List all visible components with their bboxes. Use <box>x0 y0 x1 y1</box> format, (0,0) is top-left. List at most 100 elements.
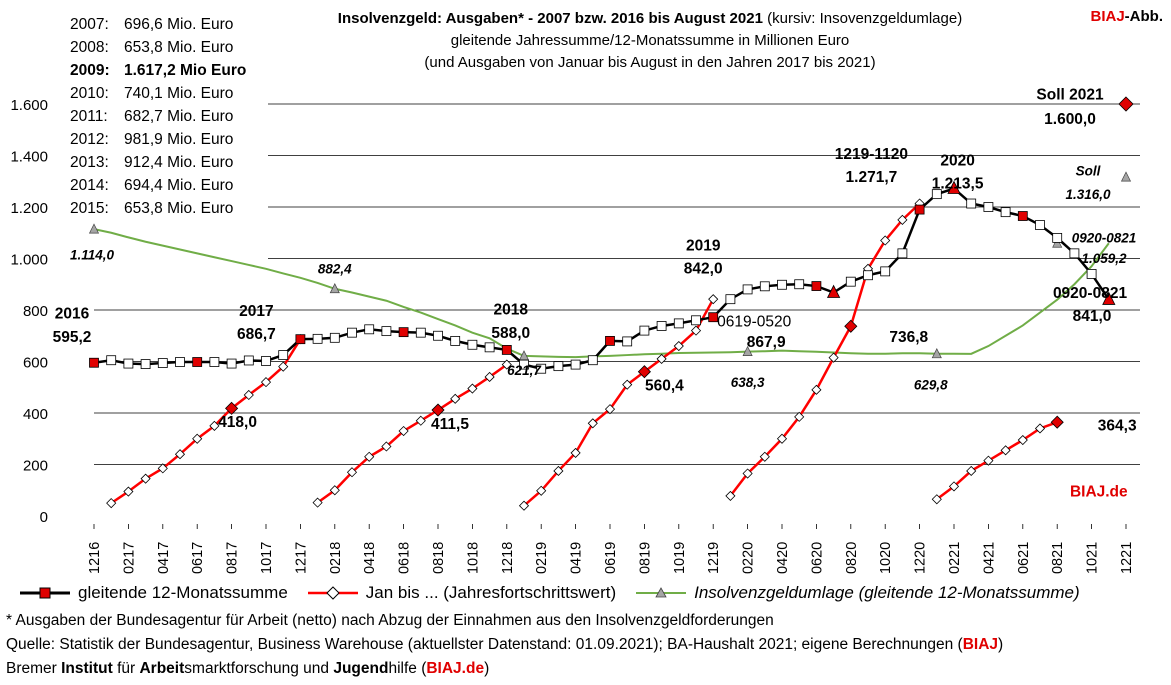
jahresfortschritt-point <box>260 377 272 388</box>
x-tick-label: 0419 <box>569 542 585 574</box>
data-label: 1.059,2 <box>1081 251 1127 266</box>
monatssumme-point <box>553 361 564 372</box>
jahresfortschritt-point <box>346 467 358 478</box>
data-label: 867,9 <box>747 334 786 351</box>
monatssumme-point <box>501 345 512 355</box>
monatssumme-point <box>897 248 908 259</box>
umlage-point <box>931 348 942 359</box>
institute-line: Bremer Institut für Arbeitsmarktforschun… <box>6 658 489 680</box>
jahresfortschritt-point <box>983 455 994 466</box>
y-tick-label: 1.600 <box>10 97 48 114</box>
x-tick-label: 0821 <box>1050 542 1066 574</box>
y-tick-label: 600 <box>23 355 48 372</box>
data-label: Soll <box>1076 164 1101 179</box>
monatssumme-point <box>639 325 650 336</box>
data-label: 842,0 <box>684 261 723 278</box>
monatssumme-point <box>157 358 168 368</box>
jahresfortschritt-point <box>828 352 839 363</box>
x-tick-label: 1219 <box>706 542 722 574</box>
jahresfortschritt-point <box>1050 415 1064 429</box>
x-tick-label: 1218 <box>500 542 516 574</box>
x-tick-label: 1018 <box>465 542 481 574</box>
jahresfortschritt-point <box>431 403 445 417</box>
x-tick-label: 1020 <box>878 542 894 574</box>
history-year: 2011: <box>70 108 108 125</box>
history-row: 2015: 653,8 Mio. Euro <box>70 197 233 220</box>
legend-swatch-black <box>20 587 70 599</box>
jahresfortschritt-point <box>225 401 239 415</box>
jahresfortschritt-point <box>140 473 151 484</box>
jahresfortschritt-point <box>897 214 908 225</box>
history-row: 2013: 912,4 Mio. Euro <box>70 151 233 174</box>
brand-label: BIAJ-Abb. <box>1090 8 1163 25</box>
monatssumme-point <box>415 327 426 338</box>
institute-part: Institut <box>61 660 113 677</box>
legend-swatch-red <box>307 586 358 600</box>
x-tick-label: 0221 <box>947 542 963 574</box>
chart-area: 0 200 400 600 800 1.000 1.200 1.400 1.600 1216 021… <box>10 87 1140 574</box>
jahresfortschritt-point <box>656 353 667 364</box>
monatssumme-point <box>519 359 529 370</box>
jahresfortschritt-point <box>209 420 220 431</box>
monatssumme-point <box>106 355 117 366</box>
jahresfortschritt-point <box>776 433 788 444</box>
jahresfortschritt-point <box>570 447 581 458</box>
jahresfortschritt-point <box>725 490 736 501</box>
history-value: 653,8 Mio. Euro <box>124 200 234 217</box>
monatssumme-point <box>863 270 873 281</box>
jahresfortschritt-point <box>931 494 942 505</box>
monatssumme-point <box>261 356 271 366</box>
chart-title: Insolvenzgeld: Ausgaben* - 2007 bzw. 201… <box>290 8 1010 74</box>
jahresfortschritt-point <box>794 411 805 422</box>
institute-part: für <box>112 660 140 677</box>
institute-name: Bremer Institut für Arbeitsmarktforschun… <box>6 660 426 677</box>
data-label: 629,8 <box>914 377 948 392</box>
jahresfortschritt-point <box>604 404 616 415</box>
jahresfortschritt-point <box>415 415 426 426</box>
x-tick-label: 0418 <box>362 542 378 574</box>
monatssumme-point <box>587 355 598 366</box>
jahresfortschritt-point <box>759 451 770 462</box>
x-tick-label: 0220 <box>741 542 757 574</box>
monatssumme-point <box>123 358 134 369</box>
monatssumme-point <box>226 358 237 369</box>
monatssumme-point <box>312 333 323 344</box>
jahresfortschritt-point <box>312 497 323 508</box>
jahresfortschritt-point <box>364 451 375 462</box>
data-label: 588,0 <box>491 325 530 342</box>
monatssumme-point <box>794 279 805 290</box>
history-value: 682,7 Mio. Euro <box>124 108 234 125</box>
legend-label-1: gleitende 12-Monatssumme <box>78 583 288 602</box>
data-label: 2020 <box>940 152 974 169</box>
data-label: 1.114,0 <box>70 247 115 262</box>
jahresfortschritt-point <box>106 498 117 509</box>
monatssumme-point <box>209 357 220 367</box>
monatssumme-point <box>243 355 254 366</box>
umlage-point <box>88 223 100 234</box>
history-value: 653,8 Mio. Euro <box>124 39 234 56</box>
history-year: 2009: <box>70 62 110 79</box>
history-value: 696,6 Mio. Euro <box>124 16 234 33</box>
brand-suffix: -Abb. <box>1124 8 1163 25</box>
jahresfortschritt-point <box>637 365 651 379</box>
x-tick-label: 1216 <box>87 542 103 574</box>
history-year: 2014: <box>70 177 109 194</box>
x-tick-label: 0617 <box>190 542 206 574</box>
jahresfortschritt-point <box>587 418 598 429</box>
jahresfortschritt-point <box>1000 445 1011 456</box>
jahresfortschritt-point <box>673 340 684 352</box>
history-row: 2011: 682,7 Mio. Euro <box>70 105 233 128</box>
jahresfortschritt-point <box>123 486 134 497</box>
brand-red: BIAJ <box>1090 8 1125 25</box>
jahresfortschritt-point <box>708 294 719 305</box>
x-tick-label: 0620 <box>809 542 825 574</box>
data-label: 411,5 <box>431 416 469 433</box>
x-tick-label: 1021 <box>1085 542 1101 574</box>
legend-item-jahresfortschritt: Jan bis ... (Jahresfortschrittswert) <box>306 583 616 603</box>
legend-item-12-monatssumme: gleitende 12-Monatssumme <box>18 583 288 603</box>
history-year: 2008: <box>70 39 109 56</box>
jahresfortschritt-point <box>329 485 340 496</box>
data-label: 2017 <box>239 303 273 320</box>
monatssumme-point <box>89 357 99 368</box>
jahresfortschritt-point <box>174 449 186 460</box>
